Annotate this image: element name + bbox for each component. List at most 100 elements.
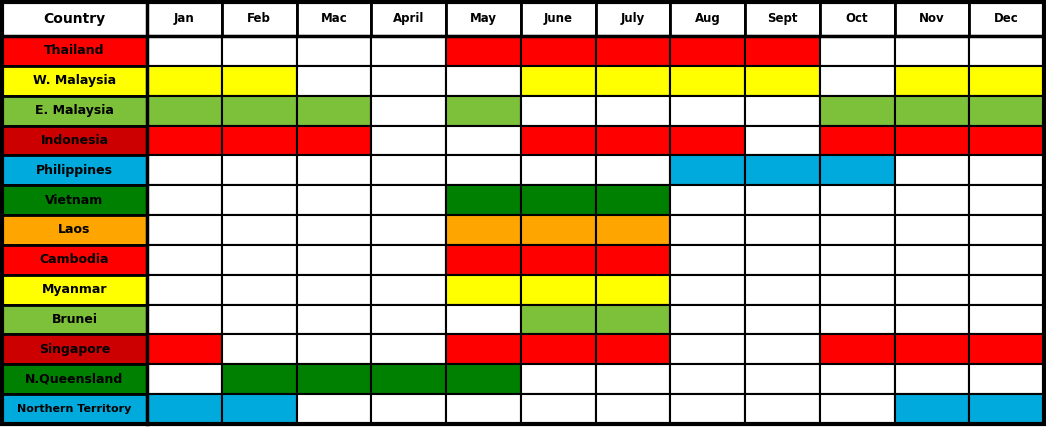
Bar	[147, 394, 222, 424]
Bar	[820, 96, 894, 126]
Bar	[147, 185, 222, 215]
Bar	[670, 394, 745, 424]
Bar	[2, 185, 147, 215]
Bar	[745, 364, 820, 394]
Bar	[894, 364, 970, 394]
Bar	[296, 155, 371, 185]
Bar	[970, 36, 1044, 66]
Bar	[595, 335, 670, 364]
Text: Dec: Dec	[995, 12, 1019, 25]
Bar	[2, 305, 147, 335]
Bar	[521, 275, 595, 305]
Text: Brunei: Brunei	[51, 313, 97, 326]
Bar	[745, 245, 820, 275]
Bar	[521, 2, 595, 36]
Bar	[820, 275, 894, 305]
Bar	[670, 36, 745, 66]
Bar	[371, 364, 446, 394]
Bar	[296, 185, 371, 215]
Bar	[670, 185, 745, 215]
Bar	[446, 335, 521, 364]
Bar	[446, 185, 521, 215]
Bar	[222, 335, 296, 364]
Bar	[446, 126, 521, 155]
Bar	[371, 335, 446, 364]
Bar	[745, 394, 820, 424]
Text: Country: Country	[44, 12, 106, 26]
Bar	[521, 394, 595, 424]
Bar	[521, 215, 595, 245]
Bar	[820, 2, 894, 36]
Bar	[2, 215, 147, 245]
Bar	[894, 2, 970, 36]
Bar	[670, 96, 745, 126]
Bar	[222, 2, 296, 36]
Bar	[222, 185, 296, 215]
Bar	[595, 66, 670, 96]
Bar	[894, 185, 970, 215]
Bar	[147, 215, 222, 245]
Bar	[894, 215, 970, 245]
Bar	[446, 155, 521, 185]
Bar	[446, 96, 521, 126]
Bar	[820, 215, 894, 245]
Bar	[222, 215, 296, 245]
Bar	[970, 2, 1044, 36]
Bar	[970, 96, 1044, 126]
Bar	[970, 215, 1044, 245]
Bar	[894, 305, 970, 335]
Bar	[595, 96, 670, 126]
Bar	[222, 305, 296, 335]
Bar	[147, 66, 222, 96]
Text: N.Queensland: N.Queensland	[25, 373, 123, 386]
Bar	[446, 364, 521, 394]
Bar	[745, 215, 820, 245]
Bar	[371, 36, 446, 66]
Bar	[2, 126, 147, 155]
Bar	[296, 36, 371, 66]
Bar	[521, 66, 595, 96]
Bar	[670, 275, 745, 305]
Bar	[595, 155, 670, 185]
Bar	[521, 96, 595, 126]
Bar	[595, 185, 670, 215]
Bar	[595, 275, 670, 305]
Text: Feb: Feb	[247, 12, 271, 25]
Bar	[894, 335, 970, 364]
Bar	[147, 275, 222, 305]
Bar	[670, 126, 745, 155]
Bar	[820, 66, 894, 96]
Bar	[820, 305, 894, 335]
Bar	[296, 275, 371, 305]
Bar	[970, 275, 1044, 305]
Bar	[745, 335, 820, 364]
Bar	[521, 305, 595, 335]
Bar	[222, 275, 296, 305]
Bar	[371, 66, 446, 96]
Bar	[2, 394, 147, 424]
Bar	[970, 155, 1044, 185]
Bar	[296, 215, 371, 245]
Bar	[371, 96, 446, 126]
Bar	[894, 275, 970, 305]
Bar	[820, 155, 894, 185]
Bar	[595, 36, 670, 66]
Bar	[595, 2, 670, 36]
Bar	[521, 126, 595, 155]
Text: Aug: Aug	[695, 12, 721, 25]
Bar	[371, 126, 446, 155]
Bar	[147, 245, 222, 275]
Bar	[446, 215, 521, 245]
Text: Northern Territory: Northern Territory	[18, 404, 132, 414]
Text: Myanmar: Myanmar	[42, 283, 108, 296]
Bar	[670, 2, 745, 36]
Bar	[2, 364, 147, 394]
Bar	[595, 215, 670, 245]
Bar	[970, 394, 1044, 424]
Bar	[147, 126, 222, 155]
Bar	[745, 305, 820, 335]
Bar	[2, 2, 147, 36]
Bar	[521, 245, 595, 275]
Bar	[595, 305, 670, 335]
Text: April: April	[393, 12, 425, 25]
